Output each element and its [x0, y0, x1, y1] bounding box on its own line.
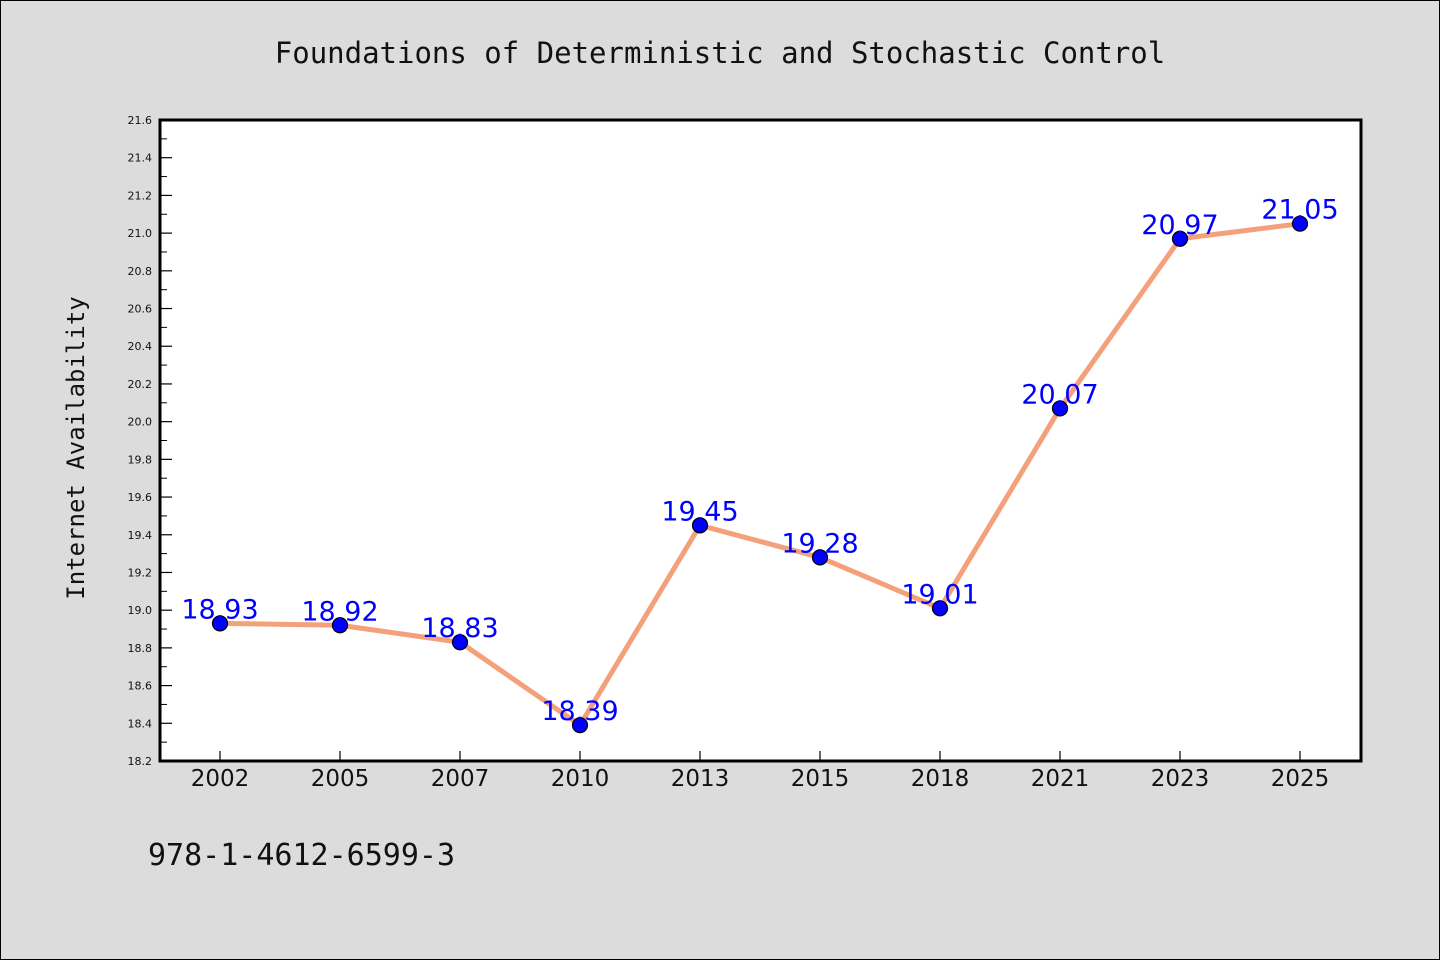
data-label: 20.07 [1021, 379, 1098, 410]
data-label: 19.01 [901, 579, 978, 610]
data-label: 18.39 [541, 696, 618, 727]
x-tick-label: 2025 [1271, 766, 1330, 792]
x-tick-label: 2015 [791, 766, 850, 792]
data-point [931, 600, 949, 617]
y-axis-label: Internet Availability [62, 296, 90, 599]
data-point [1291, 215, 1309, 232]
y-tick-label: 18.4 [128, 717, 153, 730]
data-point [451, 634, 469, 651]
y-tick-label: 21.4 [128, 152, 153, 165]
y-tick-label: 19.2 [128, 566, 153, 579]
data-label: 19.28 [781, 528, 858, 559]
plot-area [158, 118, 1363, 763]
y-tick-label: 21.6 [128, 114, 153, 127]
data-label: 18.83 [421, 613, 498, 644]
data-point [811, 549, 829, 566]
y-axis: 18.2 18.4 18.6 18.8 19.0 19.2 19.4 19.6 19.8 20.0… [128, 114, 172, 768]
data-label: 19.45 [661, 496, 738, 527]
data-point [331, 617, 349, 634]
x-axis: 2002 2005 2007 2010 2013 2015 2018 2021 2023 2025 [191, 751, 1330, 792]
x-tick-label: 2010 [551, 766, 610, 792]
y-tick-label: 19.8 [128, 453, 153, 466]
y-tick-label: 21.2 [128, 189, 153, 202]
data-labels: 18.93 18.92 18.83 18.39 19.45 19.28 19.01 20.07… [181, 195, 1338, 727]
x-tick-label: 2013 [671, 766, 730, 792]
y-tick-label: 20.2 [128, 378, 153, 391]
y-tick-label: 20.6 [128, 303, 153, 316]
data-point [691, 517, 709, 534]
data-label: 21.05 [1261, 195, 1338, 226]
y-tick-label: 19.0 [128, 604, 153, 617]
y-tick-label: 19.4 [128, 529, 153, 542]
y-tick-label: 18.8 [128, 642, 153, 655]
data-point [211, 615, 229, 632]
x-tick-label: 2018 [911, 766, 970, 792]
data-point [1171, 230, 1189, 247]
x-tick-label: 2023 [1151, 766, 1210, 792]
data-label: 18.92 [301, 596, 378, 627]
data-point [571, 717, 589, 734]
data-label: 20.97 [1141, 210, 1218, 241]
x-tick-label: 2021 [1031, 766, 1090, 792]
chart-title: Foundations of Deterministic and Stochas… [275, 36, 1165, 70]
y-tick-label: 20.4 [128, 340, 153, 353]
y-tick-label: 18.6 [128, 680, 153, 693]
x-tick-label: 2002 [191, 766, 250, 792]
x-tick-label: 2005 [311, 766, 370, 792]
y-tick-label: 18.2 [128, 755, 153, 768]
data-point [1051, 400, 1069, 417]
y-tick-label: 20.8 [128, 265, 153, 278]
y-tick-label: 21.0 [128, 227, 153, 240]
series-line [217, 221, 1303, 728]
y-tick-label: 20.0 [128, 416, 153, 429]
y-tick-label: 19.6 [128, 491, 153, 504]
data-label: 18.93 [181, 594, 258, 625]
footer-isbn: 978-1-4612-6599-3 [148, 838, 455, 873]
series-layer [211, 215, 1309, 734]
x-tick-label: 2007 [431, 766, 490, 792]
